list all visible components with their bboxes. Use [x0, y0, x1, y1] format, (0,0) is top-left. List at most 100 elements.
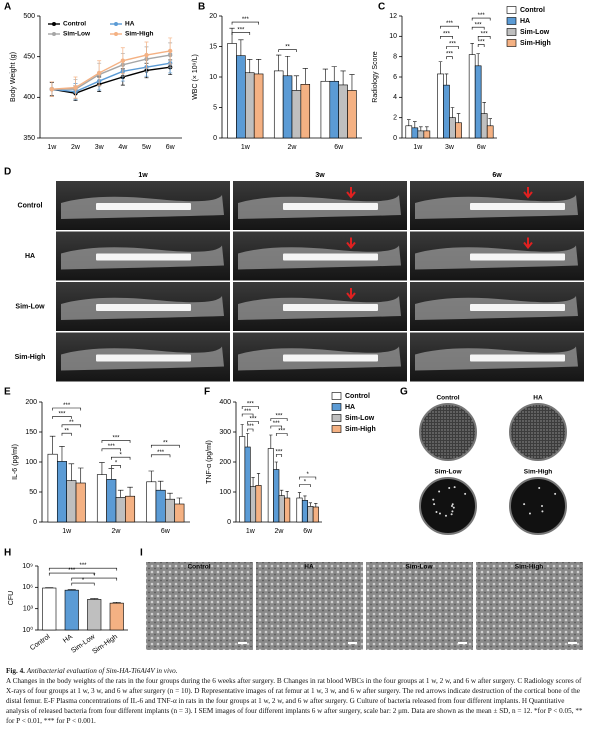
significance-label: *** — [108, 444, 116, 450]
bar — [296, 497, 303, 523]
legend-swatch — [506, 28, 517, 36]
significance-bracket — [275, 454, 283, 457]
bar — [338, 84, 348, 139]
significance-label: *** — [242, 17, 250, 23]
scale-bar — [568, 642, 577, 644]
error-bar — [438, 61, 443, 74]
bar — [66, 480, 77, 523]
plate — [419, 403, 477, 461]
error-bar — [229, 27, 235, 44]
significance-label: *** — [443, 31, 451, 37]
y-tick-label: 15 — [209, 43, 217, 50]
red-arrow — [523, 237, 533, 250]
bar — [300, 84, 311, 139]
implant — [96, 203, 191, 210]
significance-label: * — [120, 452, 123, 458]
error-bar — [303, 495, 307, 501]
error-bar — [251, 477, 255, 487]
y-tick-label: 5 — [213, 104, 217, 111]
x-tick-label: HA — [62, 633, 74, 645]
significance-bracket — [270, 425, 283, 429]
bar — [411, 127, 419, 139]
x-tick-label: 6w — [303, 528, 313, 535]
error-bar — [314, 503, 318, 507]
error-bar — [240, 424, 244, 437]
legend-label: Sim-Low — [520, 29, 550, 36]
colony — [538, 487, 541, 490]
bar — [56, 461, 67, 523]
error-bar — [470, 43, 474, 55]
bar — [312, 506, 319, 523]
significance-label: ** — [163, 440, 168, 446]
error-bar — [407, 119, 411, 126]
row-label: Control — [18, 202, 43, 209]
error-bar — [331, 66, 337, 82]
significance-label: *** — [478, 13, 486, 19]
legend-swatch — [506, 39, 517, 47]
error-bar — [127, 486, 133, 497]
sem-image — [366, 562, 473, 650]
legend-swatch — [331, 403, 342, 411]
significance-bracket — [150, 454, 171, 458]
error-bar — [255, 59, 262, 74]
colony — [554, 492, 557, 495]
colony — [451, 510, 454, 513]
significance-label: * — [82, 578, 85, 584]
error-bar — [280, 489, 284, 496]
significance-bracket — [446, 46, 459, 49]
caption-text: A Changes in the body weights of the rat… — [6, 677, 583, 725]
legend-marker — [52, 22, 56, 26]
significance-bracket — [477, 44, 485, 47]
significance-label: *** — [63, 403, 71, 409]
significance-label: ** — [69, 420, 74, 426]
bar — [437, 73, 444, 139]
panel-label: F — [204, 387, 210, 398]
bar — [96, 474, 107, 523]
colony — [528, 512, 531, 515]
colony — [452, 506, 455, 509]
plate — [509, 477, 567, 535]
implant — [470, 253, 565, 261]
significance-label: * — [93, 573, 96, 579]
significance-label: *** — [112, 435, 120, 441]
point — [167, 48, 173, 54]
x-tick-label: 1w — [241, 144, 251, 151]
x-tick-label: 1w — [413, 144, 423, 151]
caption-title: Fig. 4. — [6, 667, 25, 675]
significance-label: *** — [446, 21, 454, 27]
legend-label: HA — [520, 18, 530, 25]
colony — [438, 490, 441, 493]
error-bar — [67, 589, 76, 591]
bar — [455, 122, 462, 139]
significance-bracket — [270, 418, 288, 421]
x-tick-label: Control — [29, 633, 52, 652]
red-arrow — [523, 187, 533, 199]
y-tick-label: 2 — [393, 115, 397, 122]
row-label: Sim-Low — [15, 303, 45, 310]
bar — [278, 495, 285, 523]
implant — [283, 203, 378, 210]
error-bar — [488, 118, 492, 126]
panel-label: B — [198, 2, 205, 13]
significance-label: *** — [157, 450, 165, 456]
bar — [255, 485, 262, 523]
bar — [47, 453, 58, 523]
significance-bracket — [471, 26, 485, 30]
significance-bracket — [275, 433, 288, 436]
colony — [444, 514, 447, 517]
y-tick-label: 20 — [209, 13, 217, 20]
x-tick-label: 1w — [62, 528, 72, 535]
caption: Fig. 4. Antibacterial evaluation of Sim-… — [6, 666, 584, 726]
significance-label: *** — [58, 411, 66, 417]
x-tick-label: 2w — [112, 528, 122, 535]
scale-bar — [458, 642, 467, 644]
error-bar — [476, 53, 480, 66]
y-tick-label: 450 — [23, 54, 35, 61]
y-tick-label: 8 — [393, 54, 397, 61]
y-axis-label: CFU — [8, 591, 15, 605]
x-tick-label: 5w — [142, 144, 152, 151]
significance-bracket — [278, 49, 297, 53]
y-tick-label: 10 — [389, 33, 397, 40]
legend-swatch — [506, 17, 517, 25]
